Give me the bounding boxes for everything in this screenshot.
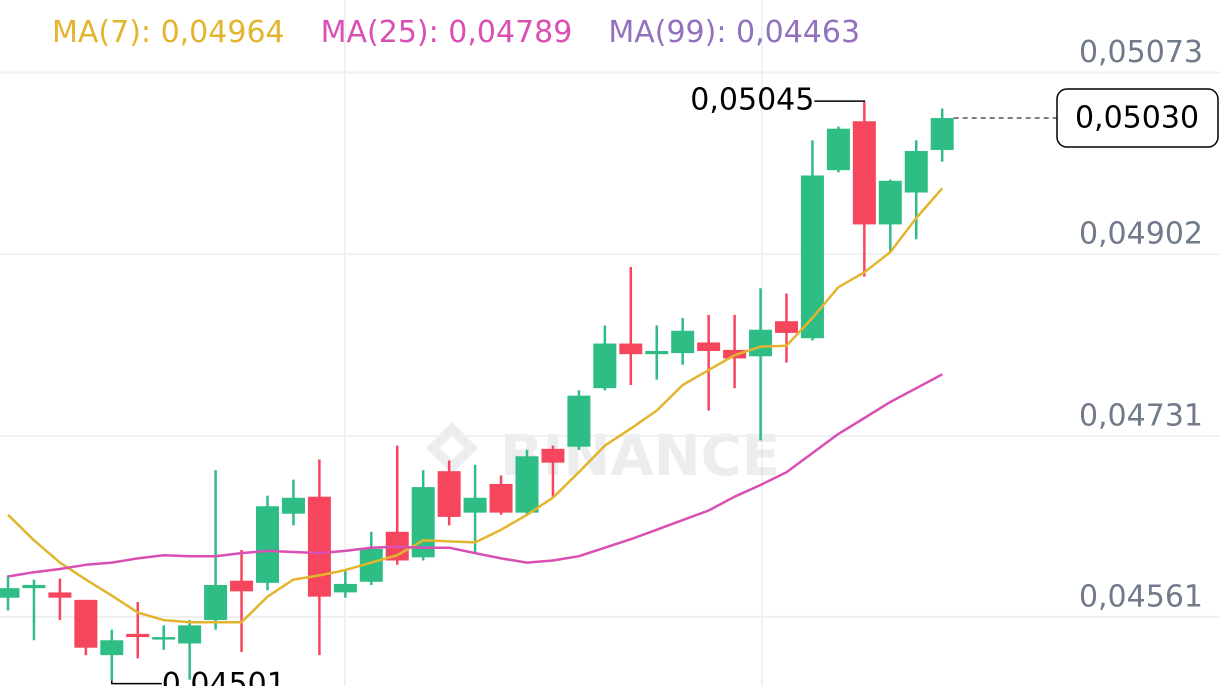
min-label: 0,04501 [162, 667, 286, 686]
candle-body [281, 497, 305, 514]
candle-body [230, 580, 254, 592]
legend-entry: MA(99): 0,04463 [608, 15, 860, 50]
candle-body [307, 496, 331, 597]
candle-body [22, 584, 46, 589]
legend-separator: : [716, 15, 736, 50]
candle-body [74, 599, 98, 648]
candle-body [593, 343, 617, 389]
legend-name: MA(99) [608, 15, 716, 50]
candle-body [645, 350, 669, 355]
ma-line [7, 373, 943, 578]
legend-entry: MA(7): 0,04964 [52, 15, 285, 50]
candle-body [515, 456, 539, 513]
candle-body [852, 121, 876, 225]
candle-body [126, 633, 150, 638]
candle-body [0, 588, 20, 598]
last-price-label: 0,05030 [1075, 101, 1199, 136]
candle-body [826, 128, 850, 171]
legend-value: 0,04463 [736, 15, 860, 50]
watermark: BINANCE [426, 422, 780, 489]
y-tick-label: 0,04731 [1079, 399, 1203, 434]
candle-body [359, 548, 383, 582]
y-tick-label: 0,04561 [1079, 579, 1203, 614]
candle-body [541, 448, 565, 463]
candle-body [204, 584, 228, 621]
candle-body [100, 640, 124, 656]
watermark-logo [426, 422, 478, 474]
candle-body [463, 497, 487, 513]
y-tick-label: 0,05073 [1079, 35, 1203, 70]
ma-line [7, 187, 944, 624]
candle-body [930, 118, 954, 150]
candle-body [256, 506, 279, 583]
candle-body [489, 483, 513, 513]
candle-body [749, 329, 773, 357]
min-leader [111, 680, 162, 685]
candle-body [333, 583, 357, 593]
legend-value: 0,04789 [448, 15, 572, 50]
last-price-box [1056, 88, 1219, 148]
max-label: 0,05045 [690, 83, 814, 118]
legend-separator: : [141, 15, 161, 50]
legend-name: MA(25) [321, 15, 429, 50]
candle-body [878, 180, 902, 225]
y-tick-label: 0,04902 [1079, 217, 1203, 252]
candle-body [437, 471, 461, 517]
legend-value: 0,04964 [161, 15, 285, 50]
candle-body [904, 151, 928, 193]
candle-body [178, 625, 202, 644]
candle-body [775, 321, 798, 333]
legend-name: MA(7) [52, 15, 141, 50]
max-leader [814, 100, 866, 103]
candle-body [697, 342, 721, 351]
legend-entry: MA(25): 0,04789 [321, 15, 573, 50]
candle-body [152, 637, 176, 640]
candle-body [800, 175, 824, 339]
legend-separator: : [429, 15, 449, 50]
candle-body [671, 330, 695, 354]
candle-body [619, 343, 643, 355]
candle-body [567, 395, 591, 447]
candle-body [48, 592, 72, 598]
